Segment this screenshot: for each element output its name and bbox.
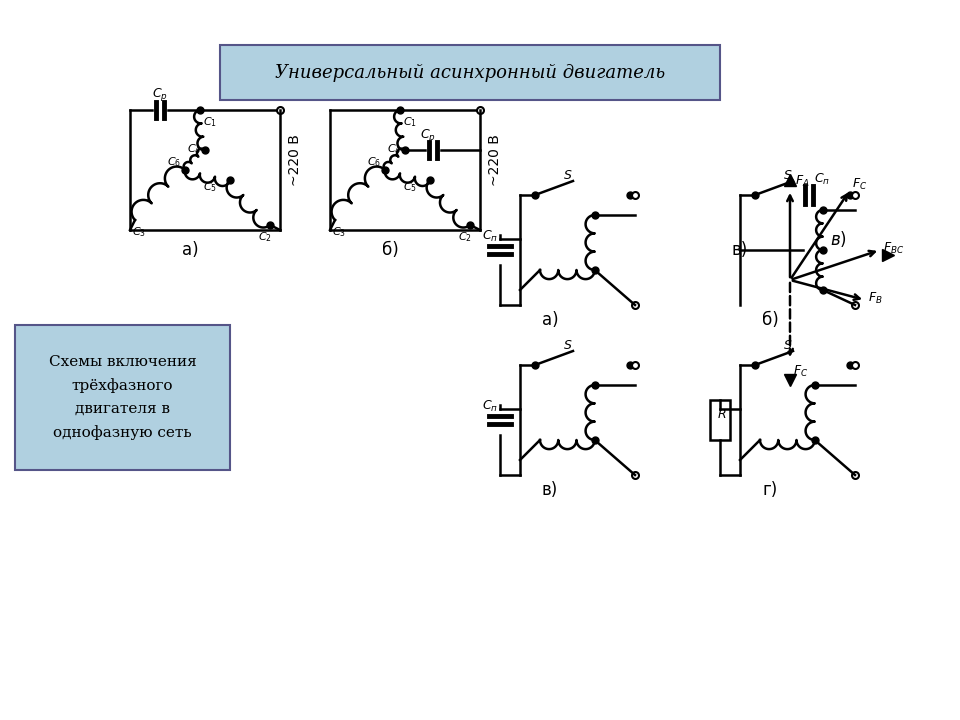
Text: $C_4$: $C_4$ <box>387 142 401 156</box>
Text: $F_A$: $F_A$ <box>795 174 809 189</box>
Text: $C_5$: $C_5$ <box>402 180 417 194</box>
Text: Универсальный асинхронный двигатель: Универсальный асинхронный двигатель <box>275 63 665 81</box>
Text: $S$: $S$ <box>783 169 793 182</box>
Text: в): в) <box>541 481 558 499</box>
Text: $C_p$: $C_p$ <box>420 127 436 144</box>
Text: $в)$: $в)$ <box>830 229 847 249</box>
Text: б): б) <box>761 311 779 329</box>
Text: б): б) <box>382 241 398 259</box>
FancyBboxPatch shape <box>220 45 720 100</box>
Text: Схемы включения
трёхфазного
двигателя в
однофазную сеть: Схемы включения трёхфазного двигателя в … <box>49 355 197 440</box>
Text: а): а) <box>541 311 559 329</box>
Text: $F_C$: $F_C$ <box>852 177 867 192</box>
Text: $C_п$: $C_п$ <box>482 229 498 244</box>
Text: $F_C$: $F_C$ <box>793 364 808 379</box>
Text: в): в) <box>732 241 748 259</box>
Text: $C_6$: $C_6$ <box>167 155 181 168</box>
Text: $S$: $S$ <box>783 339 793 352</box>
Text: а): а) <box>181 241 199 259</box>
FancyBboxPatch shape <box>15 325 230 470</box>
Text: $F_{BC}$: $F_{BC}$ <box>883 241 904 256</box>
Text: $C_п$: $C_п$ <box>814 172 830 187</box>
Text: $F_B$: $F_B$ <box>868 291 882 306</box>
Text: г): г) <box>762 481 778 499</box>
Text: $C_п$: $C_п$ <box>482 399 498 414</box>
Bar <box>710 400 730 440</box>
Text: $C_1$: $C_1$ <box>403 115 417 129</box>
Text: $C_2$: $C_2$ <box>258 230 272 244</box>
Text: $C_p$: $C_p$ <box>152 86 168 103</box>
Text: $C_5$: $C_5$ <box>203 180 217 194</box>
Text: $R$: $R$ <box>717 408 727 421</box>
Text: $C_2$: $C_2$ <box>458 230 472 244</box>
Text: ~220 В: ~220 В <box>488 134 502 186</box>
Text: $S$: $S$ <box>564 339 573 352</box>
Text: $C_3$: $C_3$ <box>132 225 146 239</box>
Text: $C_3$: $C_3$ <box>332 225 346 239</box>
Text: $C_6$: $C_6$ <box>367 155 381 168</box>
Text: ~220 В: ~220 В <box>288 134 302 186</box>
Text: $S$: $S$ <box>564 169 573 182</box>
Text: $C_1$: $C_1$ <box>203 115 217 129</box>
Text: $C_4$: $C_4$ <box>187 142 202 156</box>
